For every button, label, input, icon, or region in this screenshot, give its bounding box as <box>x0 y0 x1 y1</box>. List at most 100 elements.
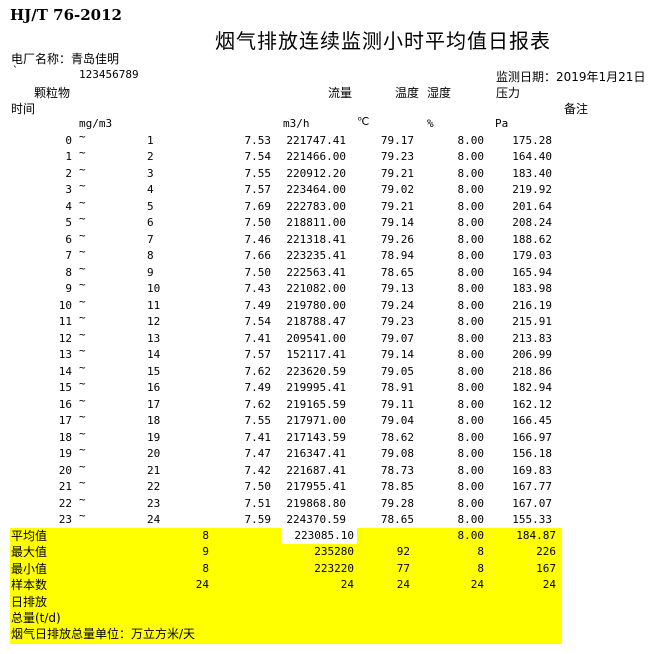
tilde: ~ <box>79 509 86 523</box>
flow-value: 217971.00 <box>286 414 346 428</box>
start-hour: 16 <box>58 397 72 411</box>
flow-value: 209541.00 <box>286 331 346 345</box>
summary-row: 烟气日排放总量单位：万立方米/天 <box>0 626 668 642</box>
summary-flow: 235280 <box>314 545 354 559</box>
end-hour: 17 <box>147 397 161 411</box>
pressure-value: 208.24 <box>512 216 552 230</box>
pressure-value: 179.03 <box>512 249 552 263</box>
summary-label: 平均值 <box>11 529 48 543</box>
pressure-value: 156.18 <box>512 447 552 461</box>
temp-value: 78.94 <box>380 249 414 263</box>
summary-humidity: 8 <box>477 545 484 559</box>
particulate-value: 7.46 <box>244 232 272 246</box>
temp-value: 79.04 <box>380 414 414 428</box>
end-hour: 19 <box>147 430 161 444</box>
particulate-value: 7.42 <box>244 463 272 477</box>
table-row: 18 ~19 7.41 217143.59 78.62 8.00 166.97 <box>0 427 668 446</box>
monitor-date: 监测日期：2019年1月21日 <box>496 70 646 84</box>
report-title: 烟气排放连续监测小时平均值日报表 <box>215 29 551 53</box>
flow-value: 219780.00 <box>286 298 346 312</box>
humidity-value: 8.00 <box>457 414 485 428</box>
pressure-value: 183.98 <box>512 282 552 296</box>
table-row: 9 ~10 7.43 221082.00 79.13 8.00 183.98 <box>0 278 668 297</box>
unit-humidity: % <box>427 117 434 130</box>
particulate-value: 7.55 <box>244 414 272 428</box>
humidity-value: 8.00 <box>457 298 485 312</box>
temp-value: 78.65 <box>380 265 414 279</box>
pressure-value: 201.64 <box>512 199 552 213</box>
end-hour: 23 <box>147 496 161 510</box>
end-hour: 11 <box>147 298 161 312</box>
summary-label: 最小值 <box>11 561 48 576</box>
table-row: 13 ~14 7.57 152117.41 79.14 8.00 206.99 <box>0 344 668 363</box>
summary-label: 日排放 <box>11 594 48 609</box>
summary-humidity: 24 <box>470 578 484 592</box>
particulate-value: 7.59 <box>244 513 272 527</box>
flow-value: 221747.41 <box>286 134 346 147</box>
flow-value: 216347.41 <box>286 447 346 461</box>
pressure-value: 167.77 <box>512 480 552 494</box>
humidity-value: 8.00 <box>457 216 485 230</box>
humidity-value: 8.00 <box>457 480 485 494</box>
table-row: 22 ~23 7.51 219868.80 79.28 8.00 167.07 <box>0 493 668 512</box>
pressure-value: 188.62 <box>512 232 552 246</box>
temp-value: 79.02 <box>380 183 414 197</box>
pressure-value: 216.19 <box>512 298 552 312</box>
tilde: ~ <box>79 146 86 160</box>
end-hour: 21 <box>147 463 161 477</box>
summary-particulate: 8 <box>202 561 209 575</box>
humidity-value: 8.00 <box>457 364 485 378</box>
header-flow: 流量 <box>328 86 353 100</box>
temp-value: 79.21 <box>380 166 414 180</box>
end-hour: 15 <box>147 364 161 378</box>
temp-value: 78.91 <box>380 381 414 395</box>
start-hour: 13 <box>58 348 72 362</box>
end-hour: 4 <box>147 183 154 197</box>
start-hour: 23 <box>58 513 72 527</box>
flow-value: 224370.59 <box>286 513 346 527</box>
start-hour: 8 <box>65 265 72 279</box>
table-row: 15 ~16 7.49 219995.41 78.91 8.00 182.94 <box>0 377 668 396</box>
particulate-value: 7.41 <box>244 430 272 444</box>
start-hour: 9 <box>65 282 72 296</box>
table-row: 11 ~12 7.54 218788.47 79.23 8.00 215.91 <box>0 311 668 330</box>
start-hour: 5 <box>65 216 72 230</box>
tilde: ~ <box>79 410 86 424</box>
humidity-value: 8.00 <box>457 232 485 246</box>
end-hour: 10 <box>147 282 161 296</box>
tilde: ~ <box>79 195 86 209</box>
table-row: 4 ~5 7.69 222783.00 79.21 8.00 201.64 <box>0 196 668 215</box>
particulate-value: 7.51 <box>244 496 272 510</box>
summary-row: 最小值 8 223220 77 8 167 <box>0 561 668 577</box>
pressure-value: 182.94 <box>512 381 552 395</box>
end-hour: 22 <box>147 480 161 494</box>
particulate-value: 7.66 <box>244 249 272 263</box>
start-hour: 0 <box>65 134 72 147</box>
start-hour: 18 <box>58 430 72 444</box>
table-row: 10 ~11 7.49 219780.00 79.24 8.00 216.19 <box>0 295 668 314</box>
start-hour: 12 <box>58 331 72 345</box>
humidity-value: 8.00 <box>457 348 485 362</box>
unit-particulate: mg/m3 <box>79 117 113 130</box>
humidity-value: 8.00 <box>457 397 485 411</box>
end-hour: 18 <box>147 414 161 428</box>
flow-value: 221318.41 <box>286 232 346 246</box>
tilde: ~ <box>79 212 86 226</box>
pressure-value: 155.33 <box>512 513 552 527</box>
header-particulate: 颗粒物 <box>34 86 71 100</box>
tilde: ~ <box>79 476 86 490</box>
humidity-value: 8.00 <box>457 150 485 164</box>
humidity-value: 8.00 <box>457 282 485 296</box>
temp-value: 79.23 <box>380 150 414 164</box>
tilde: ~ <box>79 162 86 176</box>
summary-temp: 24 <box>396 578 410 592</box>
pressure-value: 164.40 <box>512 150 552 164</box>
particulate-value: 7.62 <box>244 397 272 411</box>
pressure-value: 162.12 <box>512 397 552 411</box>
particulate-value: 7.50 <box>244 265 272 279</box>
unit-temp: ℃ <box>357 115 370 128</box>
table-row: 0 ~1 7.53 221747.41 79.17 8.00 175.28 <box>0 130 668 149</box>
pressure-value: 218.86 <box>512 364 552 378</box>
summary-label: 总量(t/d) <box>11 611 61 625</box>
tilde: ~ <box>79 377 86 391</box>
